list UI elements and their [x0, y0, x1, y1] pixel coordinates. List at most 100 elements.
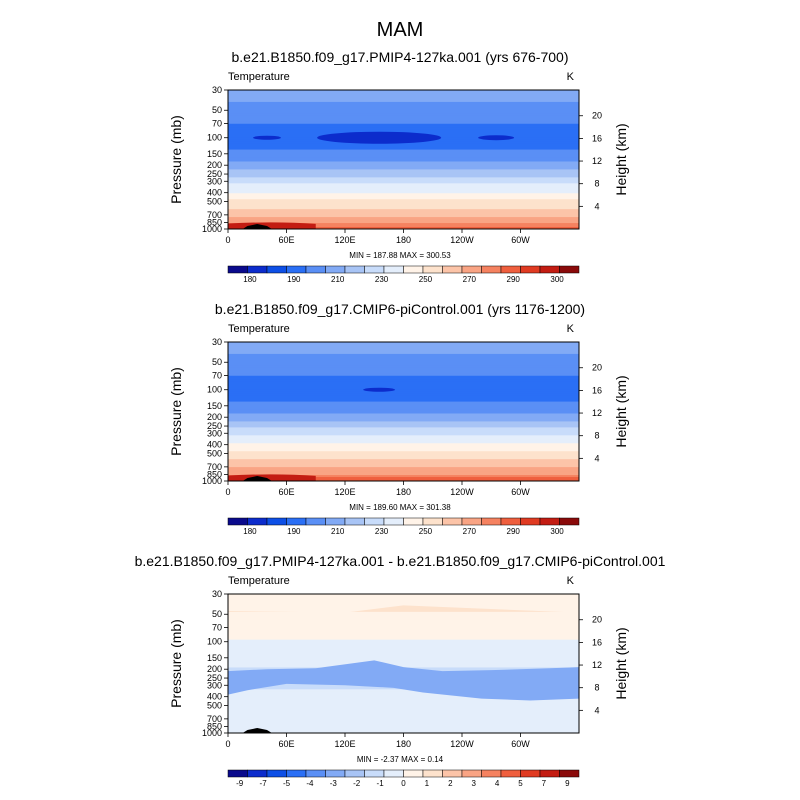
field-band: [228, 445, 579, 448]
y-right-axis-title: Height (km): [613, 123, 629, 195]
colorbar-swatch: [539, 769, 560, 778]
field-band: [228, 189, 579, 192]
field-band: [228, 347, 579, 351]
y-right-tick-label: 8: [594, 179, 599, 189]
y-tick-label: 50: [212, 105, 222, 115]
colorbar-swatch: [403, 517, 424, 526]
field-band: [228, 643, 579, 647]
field-band: [228, 405, 579, 409]
field-band: [228, 219, 579, 222]
field-band: [228, 449, 579, 452]
field-band: [228, 661, 579, 665]
field-band: [228, 185, 579, 188]
colorbar-swatch: [559, 265, 580, 274]
field-band: [228, 205, 579, 208]
field-band: [228, 631, 579, 635]
field-band: [228, 639, 579, 643]
x-tick-label: 0: [225, 487, 230, 497]
field-band: [228, 477, 579, 480]
y-tick-label: 700: [207, 714, 222, 724]
colorbar-swatch: [383, 517, 404, 526]
colorbar-label: 180: [243, 275, 257, 284]
y-right-tick-label: 4: [594, 201, 599, 211]
field-band: [228, 123, 579, 127]
colorbar-label: 300: [550, 527, 564, 536]
field-band: [228, 613, 579, 617]
colorbar-label: 270: [463, 527, 477, 536]
field-band: [228, 199, 579, 202]
y-tick-label: 70: [212, 119, 222, 129]
field-band: [228, 215, 579, 218]
x-tick-label: 120W: [450, 739, 474, 749]
y-tick-label: 700: [207, 462, 222, 472]
colorbar: 180 190 210 230 250 270 290 300: [227, 265, 580, 284]
y-tick-label: 250: [207, 421, 222, 431]
field-band: [228, 611, 579, 615]
field-band: [228, 665, 579, 669]
x-tick-label: 60W: [511, 235, 530, 245]
field-band: [228, 99, 579, 103]
y-tick-label: 400: [207, 188, 222, 198]
field-band: [228, 423, 579, 426]
colorbar-swatch: [383, 769, 404, 778]
field-band: [228, 473, 579, 476]
colorbar-swatch: [539, 517, 560, 526]
panel-title: b.e21.B1850.f09_g17.PMIP4-127ka.001 - b.…: [135, 553, 666, 569]
field-band: [228, 617, 579, 621]
y-tick-label: 1000: [202, 728, 222, 738]
field-band: [228, 381, 579, 385]
y-tick-label: 30: [212, 337, 222, 347]
field-band: [228, 387, 579, 391]
field-band: [228, 97, 579, 101]
field-band: [228, 469, 579, 472]
colorbar-swatch: [227, 769, 248, 778]
field-band: [228, 461, 579, 464]
field-band: [228, 207, 579, 210]
field-band: [228, 115, 579, 119]
y-tick-label: 100: [207, 637, 222, 647]
field-band: [228, 453, 579, 456]
field-band: [228, 161, 579, 165]
y-tick-label: 1000: [202, 224, 222, 234]
field-band: [228, 721, 579, 724]
field-band: [228, 175, 579, 178]
colorbar-label: 190: [287, 527, 301, 536]
field-band: [228, 605, 579, 609]
y-tick-label: 50: [212, 609, 222, 619]
field-band: [228, 157, 579, 161]
field-band: [228, 725, 579, 728]
field-band: [228, 379, 579, 383]
colorbar-swatch: [422, 517, 443, 526]
colorbar-label: 210: [331, 527, 345, 536]
field-band: [228, 723, 579, 726]
field-band: [228, 169, 579, 173]
x-tick-label: 120W: [450, 235, 474, 245]
field-band: [228, 90, 579, 93]
field-band: [228, 715, 579, 718]
field-band: [228, 471, 579, 474]
field-band: [228, 709, 579, 712]
colorbar-label: 5: [518, 779, 523, 788]
colorbar-label: 3: [471, 779, 476, 788]
field-band: [228, 179, 579, 182]
colorbar-swatch: [559, 769, 580, 778]
field-band: [228, 451, 579, 454]
field-band: [228, 633, 579, 637]
field-band: [228, 355, 579, 359]
field-band: [228, 403, 579, 407]
field-band: [228, 409, 579, 413]
field-band: [228, 171, 579, 174]
field-band: [228, 183, 579, 186]
field-band: [228, 187, 579, 190]
field-band: [228, 411, 579, 415]
y-tick-label: 500: [207, 449, 222, 459]
field-band: [228, 377, 579, 381]
y-tick-label: 150: [207, 653, 222, 663]
x-tick-label: 180: [396, 235, 411, 245]
field-band: [228, 391, 579, 395]
field-band: [228, 467, 579, 470]
surface-warm-region: [228, 222, 316, 229]
y-right-tick-label: 16: [592, 637, 602, 647]
colorbar-swatch: [500, 769, 521, 778]
field-band: [228, 143, 579, 147]
